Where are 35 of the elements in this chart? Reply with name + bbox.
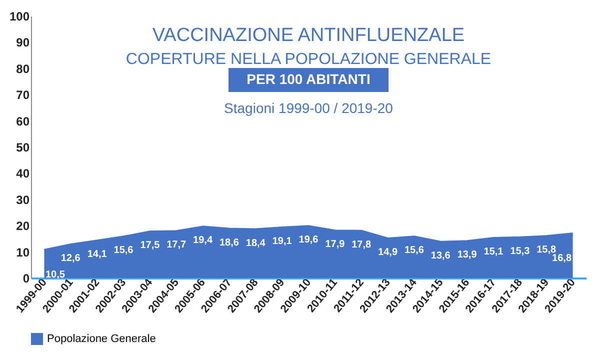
- y-tick-label: 40: [16, 166, 30, 181]
- data-label: 19,6: [298, 234, 319, 246]
- y-tick-label: 90: [16, 36, 30, 50]
- data-label: 17,5: [140, 240, 160, 252]
- data-label: 15,6: [114, 245, 134, 256]
- y-tick-label: 50: [16, 140, 30, 154]
- legend-label: Popolazione Generale: [47, 333, 156, 345]
- y-tick-label: 20: [16, 219, 30, 234]
- data-label: 14,9: [378, 246, 398, 258]
- data-label: 10,5: [45, 269, 66, 280]
- data-label: 19,4: [193, 235, 213, 246]
- data-label: 14,1: [87, 249, 108, 260]
- y-tick-label: 70: [16, 88, 30, 102]
- chart-title: VACCINAZIONE ANTINFLUENZALE: [152, 25, 465, 46]
- data-label: 13,6: [430, 250, 451, 262]
- data-label: 15,3: [510, 246, 530, 257]
- annotation: PER 100 ABITANTI: [246, 71, 370, 87]
- text: COPERTURE NELLA POPOLAZIONE GENERALE: [126, 51, 492, 68]
- data-label: 17,8: [352, 239, 372, 250]
- annotation: Stagioni 1999-00 / 2019-20: [224, 100, 394, 116]
- data-label: 15,6: [404, 245, 424, 256]
- y-tick-label: 10: [16, 245, 30, 260]
- y-tick-label: 30: [16, 192, 30, 207]
- data-label: 16,8: [552, 252, 572, 264]
- data-label: 12,6: [60, 252, 81, 264]
- data-label: 15,1: [484, 246, 504, 258]
- data-label: 18,6: [219, 237, 240, 248]
- data-label: 18,4: [246, 238, 266, 249]
- y-tick-label: 80: [16, 62, 30, 76]
- data-label: 17,7: [166, 240, 187, 251]
- y-tick-label: 100: [9, 10, 30, 24]
- data-label: 17,9: [325, 239, 346, 250]
- data-label: 13,9: [457, 250, 478, 261]
- data-label: 19,1: [272, 236, 292, 247]
- y-tick-label: 60: [16, 114, 30, 128]
